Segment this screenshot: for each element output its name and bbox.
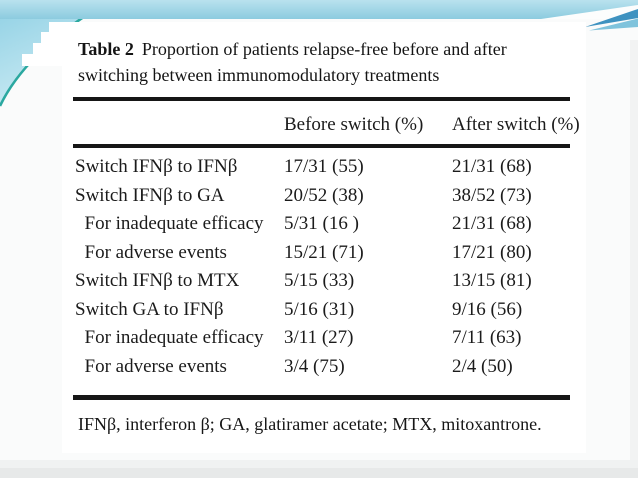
header-after-switch: After switch (%) — [452, 114, 580, 135]
before-value: 17/31 (55) — [284, 156, 364, 177]
row-label: For adverse events — [75, 355, 227, 377]
table-body: Switch IFNβ to IFNβ 17/31 (55) 21/31 (68… — [62, 153, 586, 381]
table-panel: Table 2 Proportion of patients relapse-fr… — [22, 22, 586, 453]
row-label: For adverse events — [75, 241, 227, 263]
after-value: 38/52 (73) — [452, 184, 532, 206]
table-rule-top — [73, 97, 570, 101]
header-empty-cell — [75, 136, 284, 144]
left-accent-triangle — [0, 0, 92, 104]
table-footnote: IFNβ, interferon β; GA, glatiramer aceta… — [78, 413, 542, 434]
row-label: Switch GA to IFNβ — [75, 298, 224, 320]
before-value: 5/31 (16 ) — [284, 213, 359, 234]
row-label: For inadequate efficacy — [75, 213, 264, 234]
row-label: Switch IFNβ to MTX — [75, 270, 240, 291]
table-rule-header — [73, 144, 570, 148]
after-value: 13/15 (81) — [452, 270, 532, 291]
table-row: For adverse events 3/4 (75) 2/4 (50) — [62, 353, 586, 382]
after-value: 9/16 (56) — [452, 298, 523, 320]
before-value: 5/16 (31) — [284, 298, 355, 320]
table-row: Switch IFNβ to MTX 5/15 (33) 13/15 (81) — [62, 267, 586, 296]
band-rect — [0, 0, 638, 19]
table-rule-bottom — [73, 395, 570, 400]
top-accent-band — [0, 0, 638, 31]
row-label: For inadequate efficacy — [75, 327, 264, 348]
after-value: 17/21 (80) — [452, 241, 532, 263]
table-row: For adverse events 15/21 (71) 17/21 (80) — [62, 239, 586, 268]
table-row: Switch IFNβ to IFNβ 17/31 (55) 21/31 (68… — [62, 153, 586, 182]
swoosh-dark-stripe — [585, 9, 638, 27]
table-caption: Table 2 Proportion of patients relapse-fr… — [78, 36, 574, 88]
bottom-soft-strip — [0, 460, 638, 468]
before-value: 3/11 (27) — [284, 327, 354, 348]
after-value: 7/11 (63) — [452, 327, 522, 348]
after-value: 2/4 (50) — [452, 355, 513, 377]
table-row: Switch GA to IFNβ 5/16 (31) 9/16 (56) — [62, 296, 586, 325]
before-value: 3/4 (75) — [284, 355, 345, 377]
after-value: 21/31 (68) — [452, 213, 532, 234]
table-caption-text: Proportion of patients relapse-free befo… — [78, 39, 507, 85]
after-value: 21/31 (68) — [452, 156, 532, 177]
right-edge-shade — [630, 40, 638, 470]
band-white-slash — [541, 5, 638, 19]
table-row: For inadequate efficacy 5/31 (16 ) 21/31… — [62, 210, 586, 239]
table-row: For inadequate efficacy 3/11 (27) 7/11 (… — [62, 324, 586, 353]
row-label: Switch IFNβ to GA — [75, 184, 225, 206]
table-panel-inner: Table 2 Proportion of patients relapse-fr… — [62, 22, 586, 453]
table-caption-number: Table 2 — [78, 39, 134, 59]
row-label: Switch IFNβ to IFNβ — [75, 156, 238, 177]
before-value: 20/52 (38) — [284, 184, 364, 206]
header-before-switch: Before switch (%) — [284, 114, 424, 135]
table-row: Switch IFNβ to GA 20/52 (38) 38/52 (73) — [62, 182, 586, 211]
swoosh-light-stripe — [589, 18, 638, 31]
bottom-strip — [0, 468, 638, 478]
table-header-row: Before switch (%) After switch (%) — [62, 101, 586, 144]
before-value: 5/15 (33) — [284, 270, 355, 291]
before-value: 15/21 (71) — [284, 241, 364, 263]
